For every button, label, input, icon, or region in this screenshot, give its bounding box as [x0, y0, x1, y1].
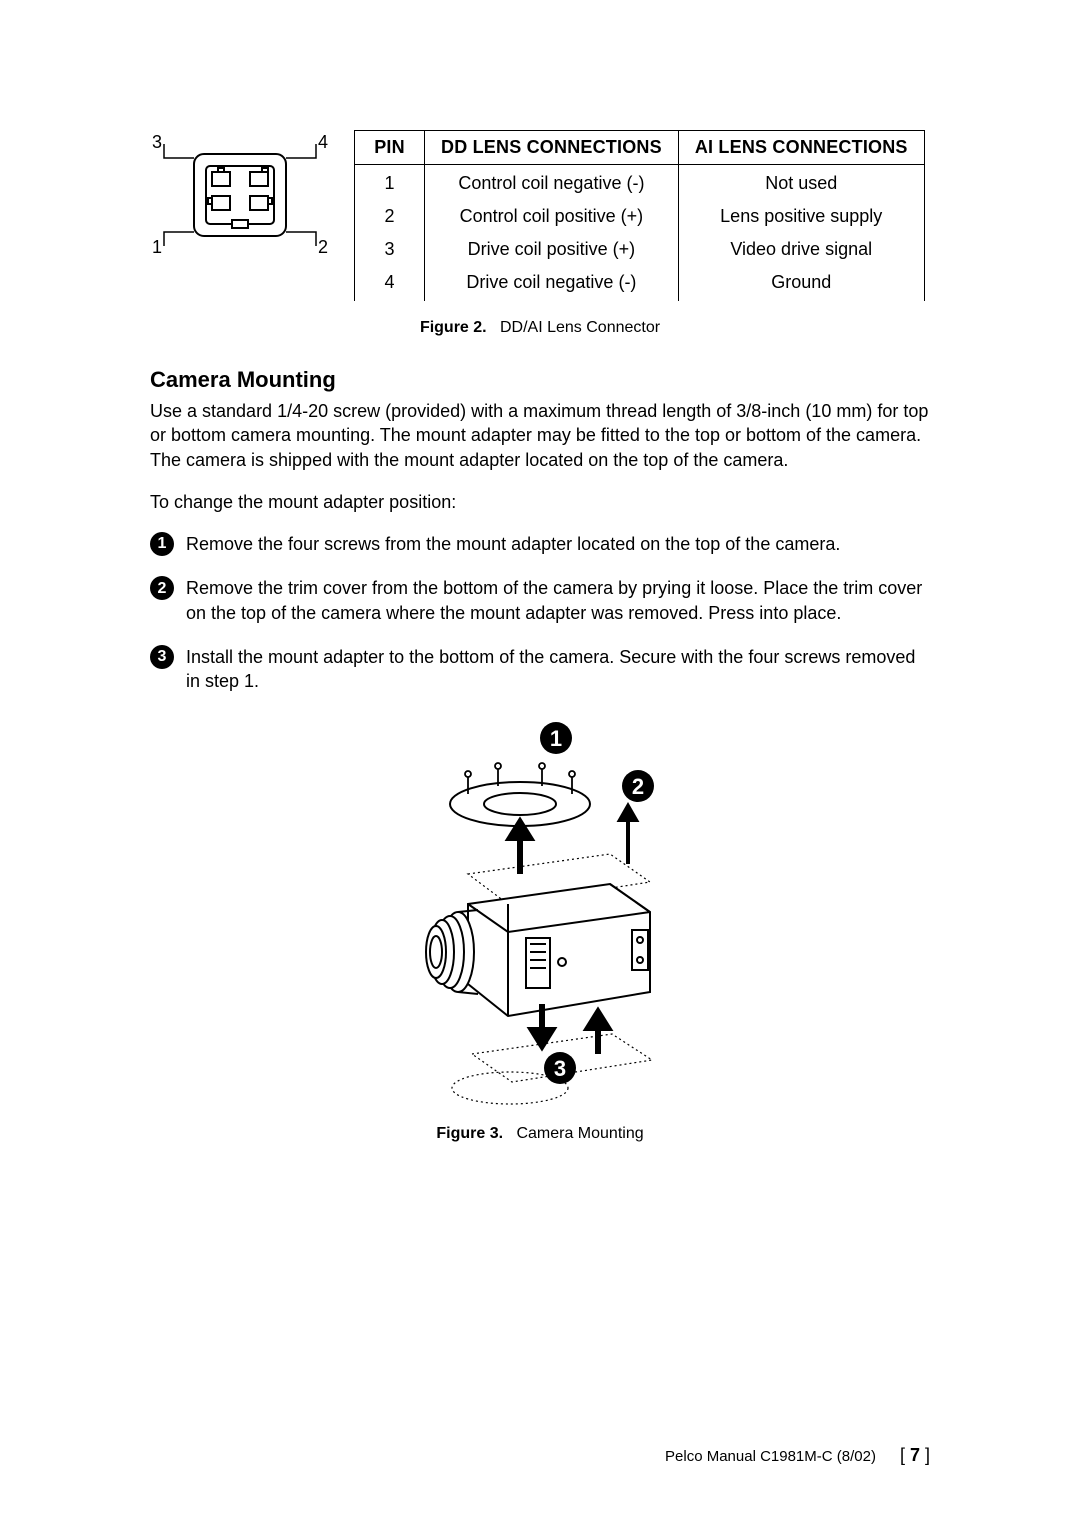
- figure3-caption-text: Camera Mounting: [516, 1125, 643, 1142]
- section-heading: Camera Mounting: [150, 367, 930, 393]
- dd-cell: Drive coil negative (-): [425, 266, 679, 301]
- svg-text:3: 3: [554, 1056, 566, 1081]
- pin-cell: 2: [355, 200, 425, 233]
- figure2-caption: Figure 2. DD/AI Lens Connector: [150, 319, 930, 337]
- dd-cell: Control coil positive (+): [425, 200, 679, 233]
- table-row: 3 Drive coil positive (+) Video drive si…: [355, 233, 925, 266]
- step-badge-1: 1: [150, 532, 174, 556]
- figure2-caption-text: DD/AI Lens Connector: [500, 319, 660, 336]
- ai-cell: Ground: [678, 266, 924, 301]
- pin-label-2: 2: [318, 237, 328, 258]
- step-text: Install the mount adapter to the bottom …: [186, 647, 915, 691]
- svg-text:2: 2: [632, 774, 644, 799]
- pin-label-4: 4: [318, 132, 328, 153]
- camera-svg: 1 2: [350, 714, 730, 1114]
- figure3-label: Figure 3.: [436, 1125, 503, 1142]
- step-text: Remove the trim cover from the bottom of…: [186, 578, 922, 622]
- pin-table: PIN DD LENS CONNECTIONS AI LENS CONNECTI…: [354, 130, 925, 301]
- connector-diagram: 3 4 1 2: [150, 130, 330, 260]
- step-item-3: 3 Install the mount adapter to the botto…: [150, 645, 930, 694]
- figure3-caption: Figure 3. Camera Mounting: [150, 1125, 930, 1143]
- step-item-1: 1 Remove the four screws from the mount …: [150, 532, 930, 556]
- dd-cell: Control coil negative (-): [425, 165, 679, 201]
- ai-cell: Not used: [678, 165, 924, 201]
- table-row: 2 Control coil positive (+) Lens positiv…: [355, 200, 925, 233]
- ai-cell: Video drive signal: [678, 233, 924, 266]
- table-row: 1 Control coil negative (-) Not used: [355, 165, 925, 201]
- pin-cell: 4: [355, 266, 425, 301]
- figure2-label: Figure 2.: [420, 319, 487, 336]
- step-list: 1 Remove the four screws from the mount …: [150, 532, 930, 693]
- connector-svg: [150, 130, 330, 260]
- section-intro: Use a standard 1/4-20 screw (provided) w…: [150, 399, 930, 472]
- footer-page: [ 7 ]: [900, 1445, 930, 1466]
- table-row: 4 Drive coil negative (-) Ground: [355, 266, 925, 301]
- section-lead-in: To change the mount adapter position:: [150, 490, 930, 514]
- figure3-area: 1 2: [150, 714, 930, 1143]
- pin-label-3: 3: [152, 132, 162, 153]
- pin-label-1: 1: [152, 237, 162, 258]
- ai-cell: Lens positive supply: [678, 200, 924, 233]
- pin-table-header-dd: DD LENS CONNECTIONS: [425, 131, 679, 165]
- dd-cell: Drive coil positive (+): [425, 233, 679, 266]
- step-text: Remove the four screws from the mount ad…: [186, 534, 840, 554]
- figure2-area: 3 4 1 2: [150, 130, 930, 301]
- pin-cell: 1: [355, 165, 425, 201]
- pin-table-header-pin: PIN: [355, 131, 425, 165]
- step-item-2: 2 Remove the trim cover from the bottom …: [150, 576, 930, 625]
- step-badge-3: 3: [150, 645, 174, 669]
- svg-text:1: 1: [550, 726, 562, 751]
- step-badge-2: 2: [150, 576, 174, 600]
- pin-cell: 3: [355, 233, 425, 266]
- pin-table-header-ai: AI LENS CONNECTIONS: [678, 131, 924, 165]
- footer-manual: Pelco Manual C1981M-C (8/02): [665, 1448, 876, 1465]
- page-footer: Pelco Manual C1981M-C (8/02) [ 7 ]: [665, 1445, 930, 1466]
